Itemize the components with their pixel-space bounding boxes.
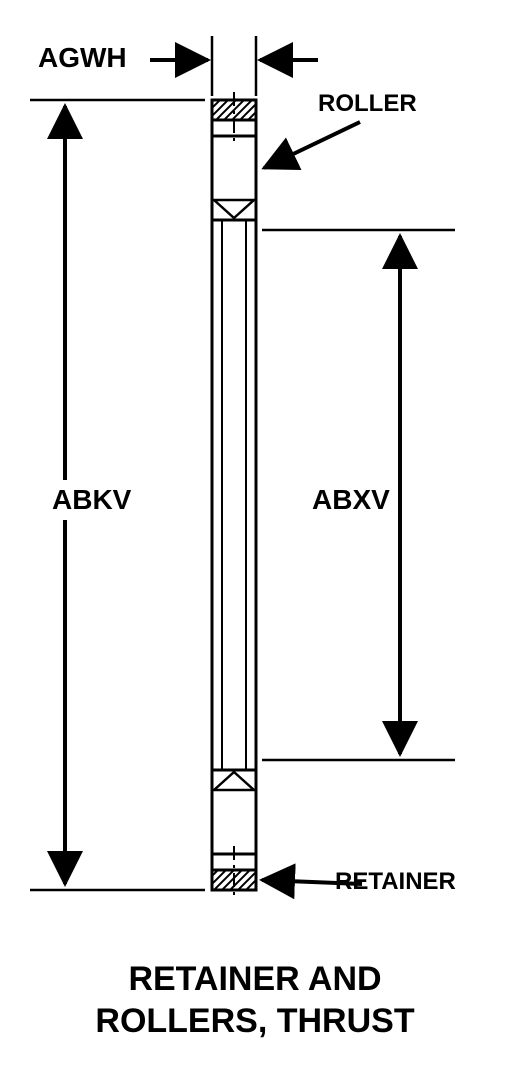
diagram-page: { "diagram": { "type": "engineering-diag… [0, 0, 510, 1092]
roller-pointer [264, 122, 360, 168]
shaft [212, 220, 256, 770]
diagram-svg [0, 0, 510, 1092]
top-ring [212, 136, 256, 220]
abkv-label: ABKV [50, 480, 133, 520]
retainer-label: RETAINER [335, 868, 456, 896]
agwh-label: AGWH [38, 42, 127, 74]
agwh-dimension [150, 36, 318, 96]
bottom-ring [212, 770, 256, 854]
abxv-label: ABXV [310, 480, 392, 520]
roller-label: ROLLER [318, 90, 417, 118]
title-line-1: RETAINER AND [0, 960, 510, 999]
title-line-2: ROLLERS, THRUST [0, 1002, 510, 1041]
